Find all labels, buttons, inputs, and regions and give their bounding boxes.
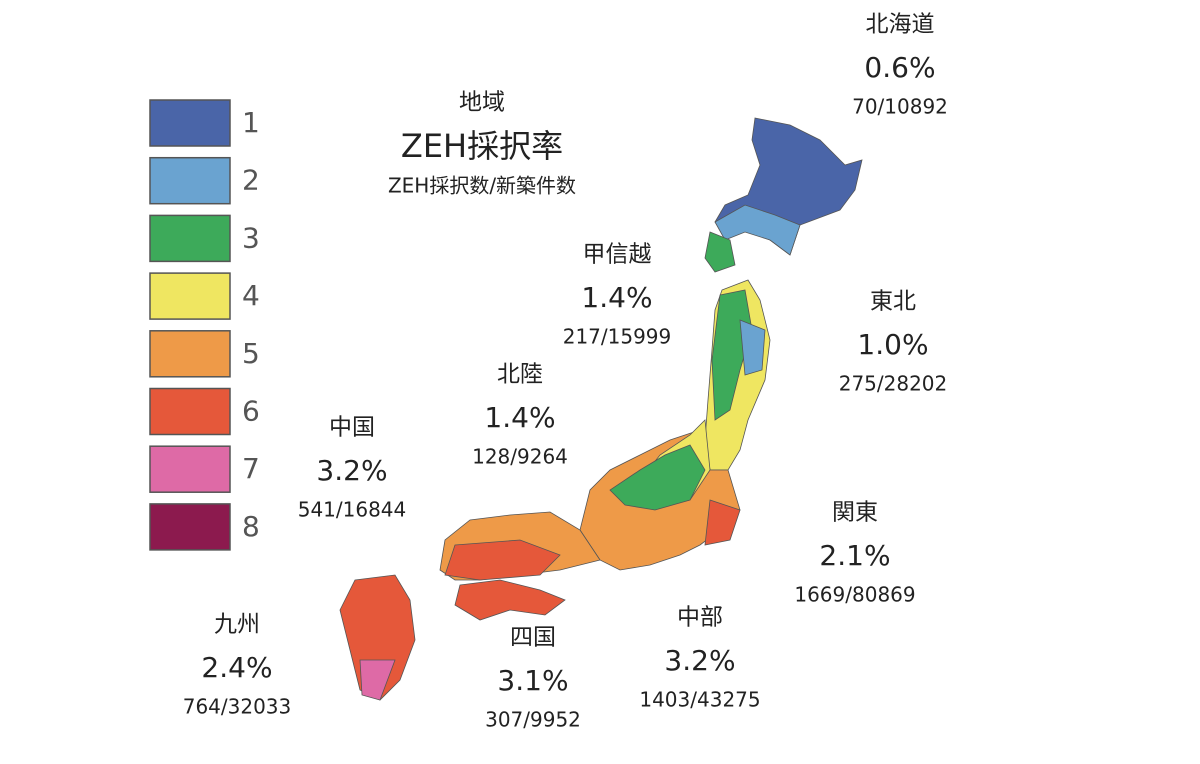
region-rate: 1.0% — [857, 328, 928, 361]
legend-label: 5 — [242, 337, 260, 370]
region-count: 541/16844 — [298, 498, 407, 522]
region-name: 中部 — [677, 605, 723, 631]
region-count: 275/28202 — [839, 372, 948, 396]
region-rate: 1.4% — [484, 401, 555, 434]
legend-swatch — [149, 214, 231, 263]
legend-label: 2 — [242, 164, 260, 197]
region-rate: 2.4% — [201, 651, 272, 684]
region-count: 70/10892 — [852, 95, 948, 119]
region-name: 甲信越 — [583, 242, 652, 268]
key-line3: ZEH採択数/新築件数 — [388, 174, 576, 198]
region-count: 217/15999 — [563, 325, 672, 349]
japan-map — [339, 117, 863, 701]
legend-swatch — [149, 445, 231, 493]
region-count: 307/9952 — [485, 708, 581, 732]
legend-label: 8 — [242, 510, 260, 543]
region-count: 1669/80869 — [794, 583, 915, 607]
region-rate: 2.1% — [819, 539, 890, 572]
region-count: 1403/43275 — [639, 688, 760, 712]
legend-label: 3 — [242, 221, 260, 254]
legend-swatch — [149, 99, 231, 147]
key-line2: ZEH採択率 — [401, 127, 563, 165]
region-rate: 3.2% — [664, 644, 735, 677]
legend-swatch — [149, 330, 231, 378]
region-name: 四国 — [510, 625, 556, 651]
regions: 北海道 0.6% 70/10892 東北 1.0% 275/28202 関東 2.1% 1669… — [183, 12, 948, 732]
key: 地域 ZEH採択率 ZEH採択数/新築件数 — [388, 90, 576, 198]
legend-label: 4 — [242, 279, 260, 312]
legend-swatch — [149, 503, 231, 551]
region-count: 764/32033 — [183, 695, 292, 719]
region-name: 東北 — [870, 289, 916, 315]
region-rate: 0.6% — [864, 51, 935, 84]
legend-label: 1 — [242, 106, 260, 139]
region-rate: 3.2% — [316, 454, 387, 487]
legend-label: 7 — [242, 452, 260, 485]
region-count: 128/9264 — [472, 445, 568, 469]
legend-swatch — [149, 387, 231, 436]
region-rate: 3.1% — [497, 664, 568, 697]
region-name: 北海道 — [866, 12, 935, 38]
region-name: 北陸 — [497, 362, 543, 388]
legend-swatch — [149, 156, 231, 205]
key-line1: 地域 — [459, 90, 505, 116]
legend: 1 2 3 4 5 6 7 8 — [149, 99, 260, 551]
legend-swatch — [149, 272, 231, 320]
region-name: 九州 — [214, 612, 260, 638]
region-rate: 1.4% — [581, 281, 652, 314]
region-name: 中国 — [329, 415, 375, 441]
region-name: 関東 — [832, 500, 878, 526]
legend-label: 6 — [242, 395, 260, 428]
